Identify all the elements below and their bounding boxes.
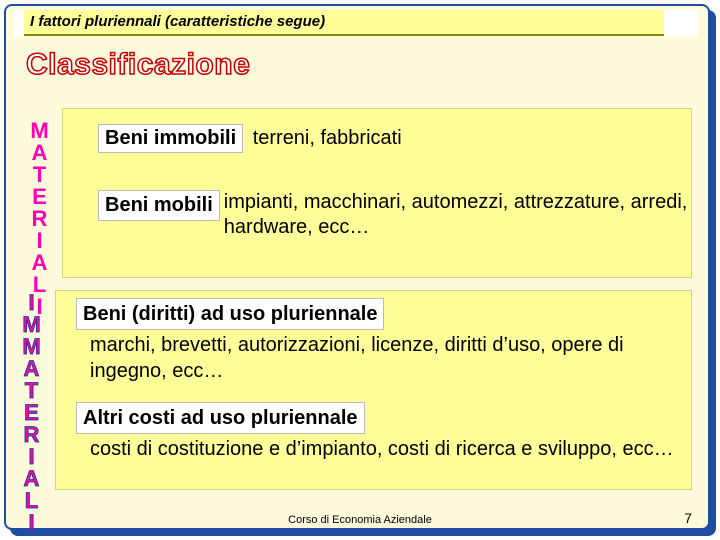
section-heading: Classificazione [26,48,250,82]
tag-beni-mobili: Beni mobili [98,190,220,221]
desc-beni-immobili: terreni, fabbricati [253,127,402,149]
item-altri-costi: Altri costi ad uso pluriennale costi di … [76,402,690,462]
desc-beni-diritti: marchi, brevetti, autorizzazioni, licenz… [90,332,690,384]
item-beni-immobili: Beni immobili terreni, fabbricati [98,124,690,153]
item-beni-diritti: Beni (diritti) ad uso pluriennale marchi… [76,298,690,384]
desc-beni-mobili: impianti, macchinari, automezzi, attrezz… [224,191,688,238]
page-number: 7 [684,510,692,526]
slide-title: I fattori pluriennali (caratteristiche s… [24,10,664,36]
tag-altri-costi: Altri costi ad uso pluriennale [76,402,365,434]
item-beni-mobili: Beni mobili impianti, macchinari, autome… [98,190,700,261]
title-bar: I fattori pluriennali (caratteristiche s… [14,10,698,36]
tag-beni-diritti: Beni (diritti) ad uso pluriennale [76,298,384,330]
desc-altri-costi: costi di costituzione e d’impianto, cost… [90,436,690,462]
vertical-label-materiali: MATERIALI [28,118,50,316]
tag-beni-immobili: Beni immobili [98,124,243,153]
footer-text: Corso di Economia Aziendale [0,514,720,526]
vertical-label-immateriali: IMMATERIALI [20,290,42,532]
